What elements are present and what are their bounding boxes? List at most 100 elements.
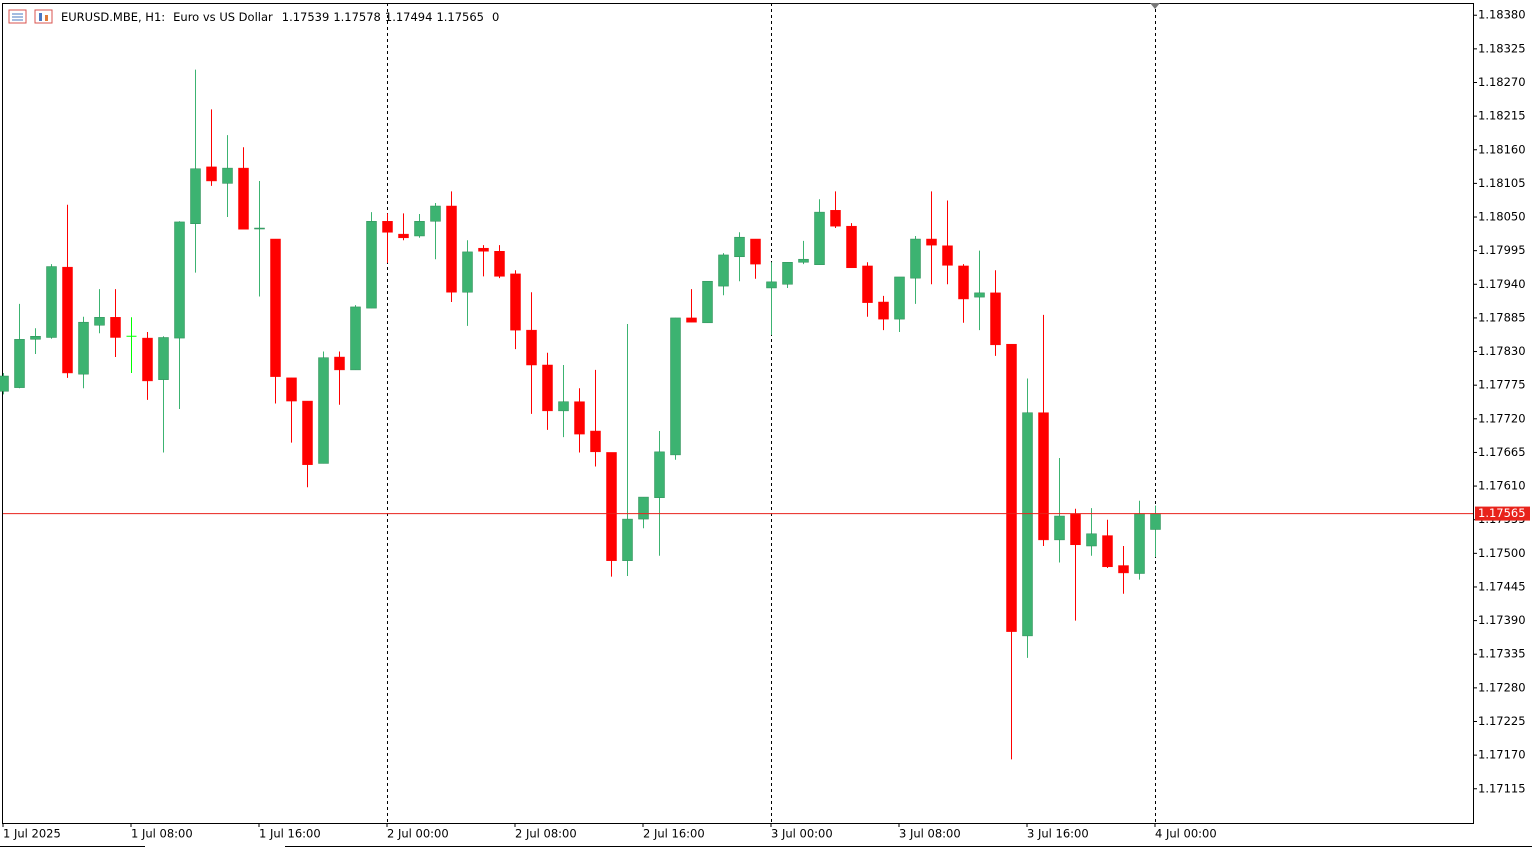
candle-body — [398, 233, 409, 239]
candle-body — [110, 317, 121, 338]
candle-body — [238, 167, 249, 230]
candle-body — [462, 251, 473, 293]
candle-body — [686, 317, 697, 323]
candle-body — [590, 430, 601, 453]
y-tick-label: 1.18380 — [1478, 8, 1526, 22]
candle-body — [510, 273, 521, 331]
candle-body — [798, 258, 809, 263]
candle-body — [14, 339, 25, 388]
bar-marker — [1150, 3, 1160, 9]
candle-body — [318, 357, 329, 464]
candle-body — [46, 266, 57, 338]
candle-body — [302, 400, 313, 465]
candle-body — [862, 265, 873, 303]
candle-body — [1038, 412, 1049, 541]
y-tick-label: 1.17665 — [1478, 445, 1526, 459]
x-tick-label: 2 Jul 08:00 — [515, 827, 577, 841]
y-tick-label: 1.17830 — [1478, 344, 1526, 358]
current-price-label: 1.17565 — [1478, 506, 1526, 520]
y-tick-label: 1.17940 — [1478, 277, 1526, 291]
candle-body — [654, 451, 665, 498]
candle-body — [1150, 513, 1161, 530]
candle-body — [958, 265, 969, 300]
candle-body — [542, 364, 553, 412]
candle-body — [142, 337, 153, 382]
icon — [45, 15, 48, 21]
candle-body — [974, 292, 985, 298]
candle-body — [190, 168, 201, 224]
candle-body — [1006, 343, 1017, 632]
open-value: 1.17539 — [282, 10, 330, 24]
candle-body — [702, 280, 713, 324]
x-tick-label: 1 Jul 2025 — [3, 827, 61, 841]
candle-body — [814, 211, 825, 265]
x-tick-label: 1 Jul 16:00 — [259, 827, 321, 841]
x-tick-label: 4 Jul 00:00 — [1155, 827, 1217, 841]
symbol: EURUSD.MBE, H1: — [61, 10, 165, 24]
candle-body — [446, 205, 457, 293]
close-value: 1.17565 — [436, 10, 484, 24]
candle-body — [94, 317, 105, 326]
candle-body — [718, 254, 729, 287]
candle-body — [1134, 513, 1145, 574]
candle-body — [414, 221, 425, 237]
y-tick-label: 1.17995 — [1478, 243, 1526, 257]
candle-body — [1086, 533, 1097, 547]
candle-body — [894, 276, 905, 320]
candle-body — [334, 356, 345, 371]
description: Euro vs US Dollar — [173, 10, 273, 24]
y-tick-label: 1.17170 — [1478, 748, 1526, 762]
y-tick-label: 1.17775 — [1478, 378, 1526, 392]
candle-body — [942, 245, 953, 266]
candle-body — [766, 281, 777, 289]
y-tick-label: 1.18215 — [1478, 109, 1526, 123]
candle-body — [0, 375, 9, 392]
y-tick-label: 1.17390 — [1478, 613, 1526, 627]
candle-body — [558, 401, 569, 412]
candle-body — [1118, 565, 1129, 574]
x-tick-label: 3 Jul 00:00 — [771, 827, 833, 841]
y-tick-label: 1.18160 — [1478, 142, 1526, 156]
candle-body — [478, 247, 489, 252]
candle-body — [830, 210, 841, 227]
candle-body — [222, 167, 233, 184]
candle-body — [62, 266, 73, 374]
candle-body — [926, 238, 937, 246]
candle-body — [734, 236, 745, 258]
candle-body — [206, 166, 217, 182]
candle-body — [350, 306, 361, 371]
candle-body — [1102, 535, 1113, 568]
icon — [34, 9, 53, 24]
icon — [39, 13, 42, 21]
candle-body — [1054, 515, 1065, 541]
y-tick-label: 1.18105 — [1478, 176, 1526, 190]
candle-body — [1022, 412, 1033, 637]
candle-body — [494, 251, 505, 277]
candle-body — [254, 227, 265, 230]
candle-body — [270, 238, 281, 377]
candle-body — [910, 238, 921, 279]
y-tick-label: 1.18270 — [1478, 75, 1526, 89]
x-tick-label: 1 Jul 08:00 — [131, 827, 193, 841]
candle-body — [990, 292, 1001, 346]
candle-body — [174, 221, 185, 339]
candle-body — [366, 221, 377, 309]
candle-body — [78, 321, 89, 375]
high-value: 1.17578 — [333, 10, 381, 24]
plot-frame — [2, 3, 1474, 824]
candle-body — [158, 337, 169, 380]
volume: 0 — [492, 10, 499, 24]
y-tick-label: 1.17225 — [1478, 714, 1526, 728]
candle-body — [622, 518, 633, 561]
candle-body — [1070, 513, 1081, 546]
y-tick-label: 1.17445 — [1478, 579, 1526, 593]
candle-body — [30, 336, 41, 340]
y-tick-label: 1.17115 — [1478, 781, 1526, 795]
low-value: 1.17494 — [385, 10, 433, 24]
y-tick-label: 1.17720 — [1478, 411, 1526, 425]
x-tick-label: 2 Jul 16:00 — [643, 827, 705, 841]
y-tick-label: 1.18325 — [1478, 41, 1526, 55]
candle-body — [286, 377, 297, 402]
